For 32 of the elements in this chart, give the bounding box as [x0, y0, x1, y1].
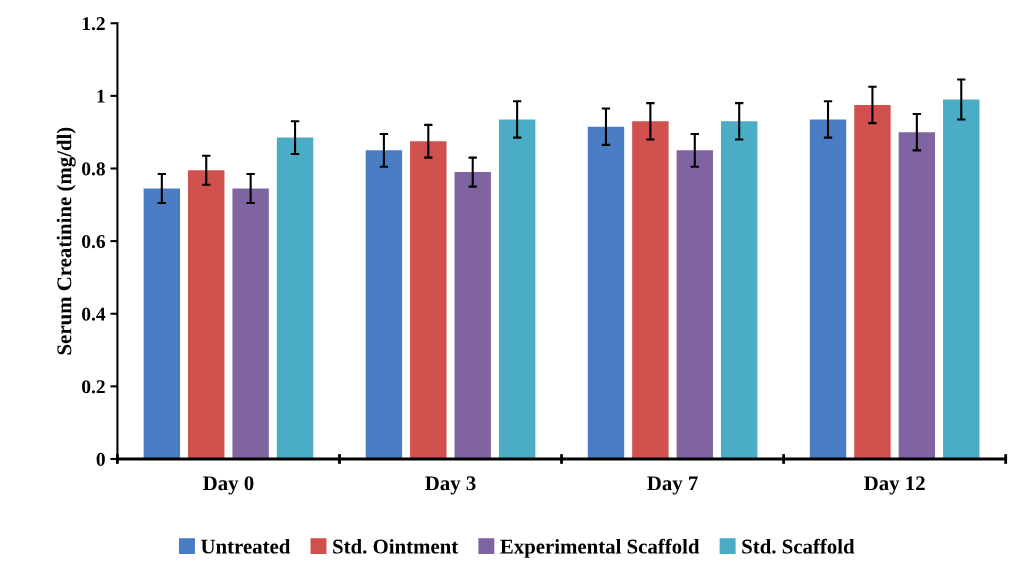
y-tick-label: 0.4	[82, 307, 106, 321]
bar	[232, 188, 269, 459]
y-tick-label: 0.8	[82, 162, 105, 176]
legend-label: Std. Scaffold	[742, 538, 855, 554]
x-tick-label: Day 0	[203, 476, 254, 495]
bar	[632, 121, 669, 459]
y-tick-label: 0.2	[82, 380, 105, 394]
y-tick-label: 1.2	[82, 17, 105, 31]
bar	[188, 170, 225, 459]
bar	[809, 119, 847, 459]
y-tick-label: 0	[96, 452, 105, 466]
bar	[454, 172, 491, 459]
bar	[498, 119, 536, 459]
legend-label: Std. Ointment	[333, 538, 459, 554]
bar	[143, 188, 181, 459]
bar	[943, 99, 980, 459]
y-tick-label: 1	[97, 89, 105, 103]
bar	[410, 141, 447, 459]
bar	[898, 132, 936, 459]
bar	[676, 150, 713, 459]
legend-label: Experimental Scaffold	[500, 538, 700, 558]
y-axis-title: Serum Creatinine (mg/dl)	[56, 127, 76, 355]
y-tick-label: 0.6	[82, 234, 106, 249]
bar	[276, 137, 314, 459]
x-tick-label: Day 7	[647, 476, 698, 495]
x-tick-label: Day 3	[425, 476, 476, 495]
bar	[587, 126, 625, 459]
bar	[854, 104, 891, 459]
x-tick-label: Day 12	[864, 476, 925, 495]
bar	[365, 150, 403, 459]
bar	[720, 121, 758, 459]
legend-label: Untreated	[201, 538, 291, 554]
